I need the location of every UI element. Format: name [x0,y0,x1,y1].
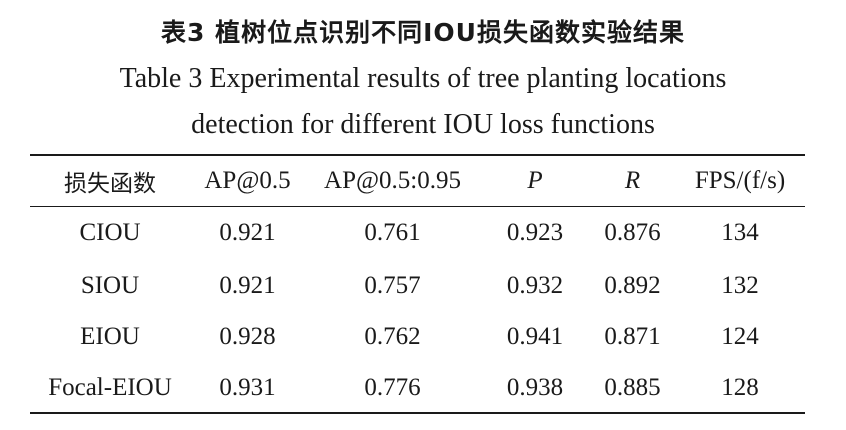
cell-recall: 0.885 [604,373,661,401]
table-top-rule [30,154,805,156]
cell-ap50: 0.921 [219,219,276,246]
cell-fps: 134 [721,219,759,246]
header-fps: FPS/(f/s) [694,167,786,194]
table-title-chinese: 表3 植树位点识别不同IOU损失函数实验结果 [161,18,685,47]
header-precision: P [527,167,543,194]
results-table: 损失函数 AP@0.5 AP@0.5:0.95 P R FPS/(f/s) CI… [30,156,805,413]
table-row: EIOU 0.928 0.762 0.941 0.871 124 [30,311,805,362]
table-header-row: 损失函数 AP@0.5 AP@0.5:0.95 P R FPS/(f/s) [30,156,805,206]
header-recall: R [624,167,641,194]
table-header-rule [30,206,805,207]
cell-ap50: 0.928 [219,322,276,350]
cell-precision: 0.941 [506,322,564,350]
cell-recall: 0.876 [604,219,661,246]
cell-fps: 132 [721,271,759,299]
table-title-english-line2: detection for different IOU loss functio… [191,109,655,140]
cell-ap50: 0.921 [219,271,276,299]
table-row: Focal-EIOU 0.931 0.776 0.938 0.885 128 [30,362,805,413]
cell-loss-function: CIOU [79,219,141,246]
cell-ap50-95: 0.757 [364,271,421,299]
table-bottom-rule [30,412,805,414]
header-loss-function: 损失函数 [64,171,156,197]
cell-loss-function: EIOU [80,322,140,350]
cell-ap50-95: 0.761 [364,219,421,246]
cell-fps: 128 [721,373,759,401]
cell-ap50-95: 0.762 [364,322,421,350]
cell-fps: 124 [721,322,759,350]
cell-precision: 0.938 [506,373,564,401]
header-ap50-95: AP@0.5:0.95 [324,167,461,194]
cell-ap50-95: 0.776 [364,373,421,401]
table-row: CIOU 0.921 0.761 0.923 0.876 134 [30,206,805,260]
cell-recall: 0.892 [604,271,661,299]
table-row: SIOU 0.921 0.757 0.932 0.892 132 [30,260,805,311]
cell-precision: 0.932 [506,271,564,299]
header-ap50: AP@0.5 [204,167,291,194]
cell-ap50: 0.931 [219,373,276,401]
table-title-english-line1: Table 3 Experimental results of tree pla… [119,63,727,94]
cell-recall: 0.871 [604,322,661,350]
cell-precision: 0.923 [506,219,564,246]
cell-loss-function: Focal-EIOU [48,373,172,401]
cell-loss-function: SIOU [80,271,140,299]
